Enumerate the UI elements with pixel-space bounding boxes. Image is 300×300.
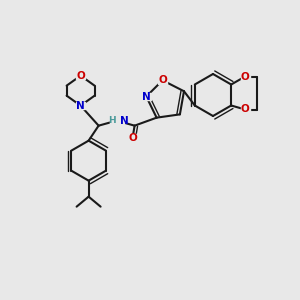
Text: O: O <box>241 104 250 115</box>
Text: O: O <box>76 71 85 81</box>
Bar <box>76 102 85 109</box>
Bar <box>158 77 167 84</box>
Text: N: N <box>76 101 85 111</box>
Bar <box>142 93 151 100</box>
Text: N: N <box>120 116 128 126</box>
Bar <box>110 117 124 124</box>
Bar <box>76 72 85 79</box>
Text: O: O <box>158 75 167 85</box>
Bar <box>241 106 250 113</box>
Text: O: O <box>128 133 137 143</box>
Text: N: N <box>142 92 151 101</box>
Text: H: H <box>108 116 116 125</box>
Bar <box>128 134 137 141</box>
Text: O: O <box>241 71 250 82</box>
Bar <box>241 73 250 80</box>
